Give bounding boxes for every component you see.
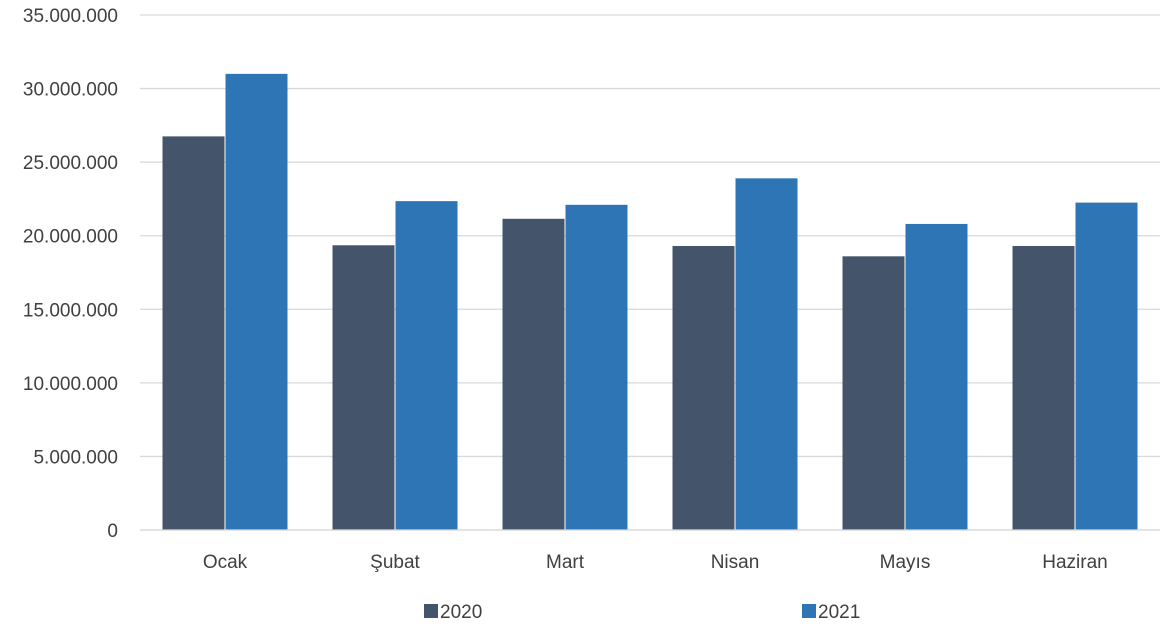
y-tick-label: 10.000.000 bbox=[23, 374, 118, 395]
bar-2021-Şubat bbox=[395, 201, 458, 530]
bar-2021-Mayıs bbox=[905, 223, 968, 530]
y-tick-label: 15.000.000 bbox=[23, 300, 118, 321]
y-tick-label: 30.000.000 bbox=[23, 80, 118, 101]
bar-2021-Ocak bbox=[225, 73, 288, 530]
legend-swatch-2020 bbox=[424, 604, 438, 618]
bar-2020-Mart bbox=[502, 218, 565, 531]
y-tick-label: 25.000.000 bbox=[23, 153, 118, 174]
bar-2020-Haziran bbox=[1012, 246, 1075, 530]
legend-label: 2020 bbox=[440, 602, 482, 623]
x-tick-label: Ocak bbox=[203, 552, 248, 573]
bar-2021-Haziran bbox=[1075, 202, 1138, 530]
gridlines bbox=[140, 14, 1160, 531]
x-axis: Ocak Şubat Mart Nisan Mayıs Haziran bbox=[140, 529, 1160, 573]
legend-swatch-2021 bbox=[802, 604, 816, 618]
bar-2020-Şubat bbox=[332, 245, 395, 530]
x-tick-label: Haziran bbox=[1042, 552, 1107, 573]
bar-2021-Mart bbox=[565, 204, 628, 531]
x-tick-label: Mart bbox=[546, 552, 585, 573]
x-tick-label: Nisan bbox=[711, 552, 760, 573]
legend-label: 2021 bbox=[818, 602, 860, 623]
y-tick-label: 5.000.000 bbox=[33, 447, 118, 468]
y-tick-label: 35.000.000 bbox=[23, 6, 118, 27]
bar-2020-Nisan bbox=[672, 246, 735, 530]
x-tick-label: Mayıs bbox=[880, 552, 931, 573]
bars bbox=[162, 73, 1138, 531]
legend: 2020 2021 bbox=[424, 602, 860, 623]
x-tick-label: Şubat bbox=[370, 552, 420, 573]
y-axis: 0 5.000.000 10.000.000 15.000.000 20.000.000… bbox=[23, 6, 118, 542]
bar-2021-Nisan bbox=[735, 178, 798, 531]
bar-2020-Mayıs bbox=[842, 256, 905, 530]
y-tick-label: 20.000.000 bbox=[23, 227, 118, 248]
bar-2020-Ocak bbox=[162, 136, 225, 530]
y-tick-label: 0 bbox=[107, 521, 118, 542]
